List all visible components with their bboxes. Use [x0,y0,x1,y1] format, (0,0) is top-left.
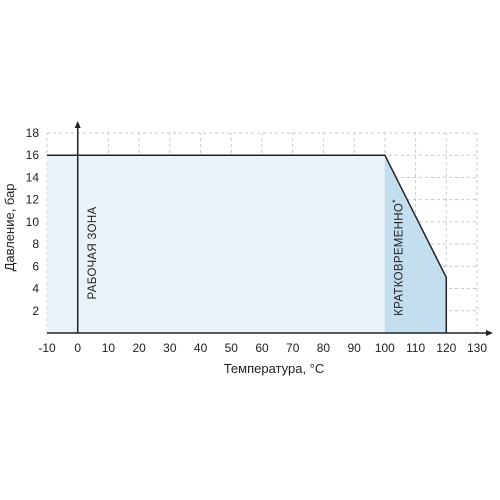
short-term-zone-area [384,155,447,333]
pressure-limit-line [47,154,448,333]
x-tick-label: -10 [38,341,56,355]
y-tick-label: 6 [32,259,39,273]
axes [47,121,493,336]
y-tick-label: 12 [26,193,40,207]
x-tick-label: 10 [102,341,116,355]
x-tick-label: 110 [406,341,425,355]
short-term-zone-text: КРАТКОВРЕМЕННО [394,203,406,316]
x-tick-label: 50 [225,341,239,355]
y-tick-label: 10 [26,215,40,229]
short-term-zone-label: КРАТКОВРЕМЕННО* [391,199,406,316]
working-zone-label: РАБОЧАЯ ЗОНА [87,207,99,300]
y-tick-label: 14 [26,170,40,184]
x-tick-label: 30 [163,341,177,355]
y-tick-labels: 2 4 6 8 10 12 14 16 18 [26,126,40,318]
x-tick-label: 130 [467,341,487,355]
x-tick-label: 80 [317,341,331,355]
x-tick-label: 120 [436,341,456,355]
y-tick-label: 16 [26,148,40,162]
working-zone-area [47,155,385,333]
y-tick-label: 2 [32,304,39,318]
y-axis-arrow [74,121,81,128]
y-axis-title: Давление, бар [2,183,17,271]
short-term-marker: * [391,199,401,203]
x-axis-title: Температура, °C [224,361,325,376]
x-tick-labels: -10 0 10 20 30 40 50 60 70 80 90 100 110 120 130 [38,341,487,355]
zones [47,155,447,333]
x-tick-label: 40 [194,341,208,355]
x-tick-label: 0 [74,341,81,355]
x-tick-label: 90 [347,341,361,355]
x-axis-arrow [486,330,493,336]
y-tick-label: 4 [32,282,39,296]
y-tick-label: 18 [26,126,40,140]
x-tick-label: 20 [132,341,146,355]
x-tick-label: 70 [286,341,300,355]
x-tick-label: 100 [375,341,395,355]
x-tick-label: 60 [255,341,269,355]
y-tick-label: 8 [32,237,39,251]
